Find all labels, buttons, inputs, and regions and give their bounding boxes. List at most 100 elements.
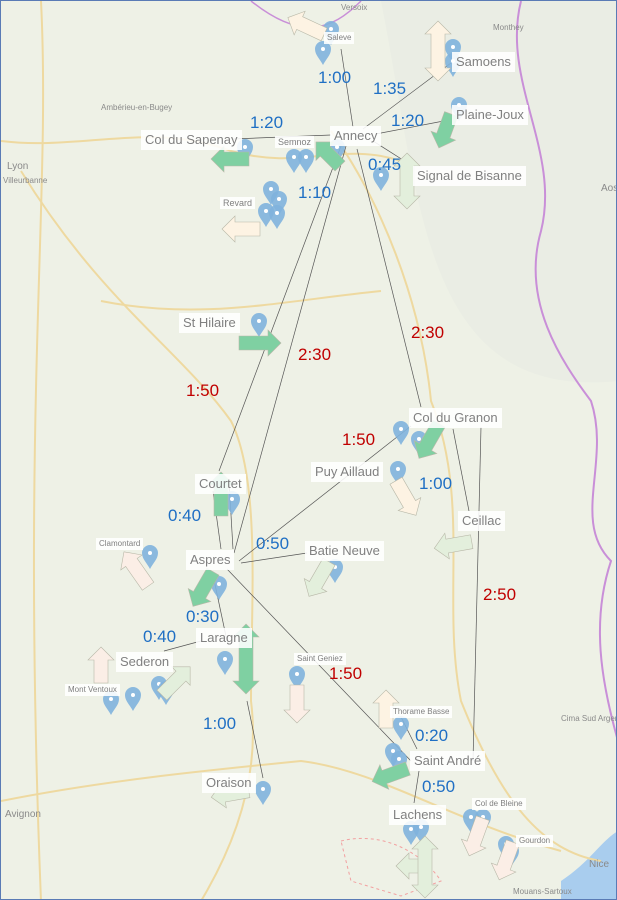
wind-arrow-icon [424,20,452,82]
map-pin-dot [409,827,413,831]
map-pin-dot [261,787,265,791]
time-label: 1:20 [391,111,425,130]
map-pin-icon [269,205,285,229]
map-pin-icon [263,181,279,205]
time-label: 1:50 [329,664,363,683]
site-label-aspres[interactable]: Aspres [186,550,235,570]
map-pin-dot [379,173,383,177]
site-label-revard[interactable]: Revard [220,197,256,209]
map-pin-dot [269,187,273,191]
route-line [240,552,308,564]
time-label: 2:30 [411,323,445,342]
site-label-col-du-granon[interactable]: Col du Granon [409,408,502,428]
wind-arrow-icon [238,329,282,357]
map-pin-icon [298,149,314,173]
site-label-st-hilaire[interactable]: St Hilaire [179,313,240,333]
site-label-saleve[interactable]: Saleve [324,32,355,44]
wind-arrow-icon [303,557,336,597]
time-label: 1:50 [342,430,376,449]
wind-arrow-icon [372,689,400,729]
route-line [452,428,470,512]
map-pin-dot [223,657,227,661]
road [32,1,45,899]
map-pin-dot [451,45,455,49]
route-line [472,426,482,762]
restricted-zone [340,837,442,897]
site-label-gourdon[interactable]: Gourdon [516,835,554,847]
map-pin-icon [463,809,479,833]
map-pin-icon [413,819,429,843]
site-label-mont-ventoux[interactable]: Mont Ventoux [65,684,120,696]
map-pin-icon [315,41,331,65]
time-label: 1:00 [318,68,352,87]
town-label: Lyon [7,161,29,172]
map-pin-dot [230,497,234,501]
map-pin-icon [142,545,158,569]
site-label-saint-geniez[interactable]: Saint Geniez [294,653,346,665]
wind-arrow-icon [411,835,439,899]
site-label-clamontard[interactable]: Clamontard [96,538,144,550]
site-label-oraison[interactable]: Oraison [202,773,256,793]
map-pin-dot [292,155,296,159]
map-pin-dot [321,47,325,51]
border-line [516,1,616,738]
map-pin-dot [469,815,473,819]
site-label-samoens[interactable]: Samoens [452,52,515,72]
time-label: 0:50 [422,777,456,796]
map-pin-dot [131,693,135,697]
route-line [233,145,347,554]
wind-arrow-icon [460,815,490,857]
sea [561,832,616,899]
map-pin-icon [393,716,409,740]
map-pin-icon [255,781,271,805]
map-pin-dot [335,145,339,149]
map-pin-icon [391,751,407,775]
time-label: 1:00 [203,714,237,733]
map-pin-icon [393,421,409,445]
site-label-plaine-joux[interactable]: Plaine-Joux [452,105,528,125]
site-label-sederon[interactable]: Sederon [116,652,174,672]
route-line [218,145,342,472]
town-label: Monthey [493,23,524,32]
route-line [356,148,422,408]
map-pin-dot [275,211,279,215]
map-pin-dot [148,551,152,555]
time-label: 1:20 [250,113,284,132]
site-label-puy-aillaud[interactable]: Puy Aillaud [311,462,384,482]
site-label-signal-de-bisanne[interactable]: Signal de Bisanne [413,166,526,186]
site-label-saint-andre[interactable]: Saint André [410,751,486,771]
site-label-col-de-bleine[interactable]: Col de Bleine [472,798,526,810]
map-pin-dot [304,155,308,159]
site-label-batie-neuve[interactable]: Batie Neuve [305,541,384,561]
wind-arrow-icon [187,567,220,607]
time-label: 1:35 [373,79,407,98]
site-label-thorame-basse[interactable]: Thorame Basse [390,706,453,718]
site-label-laragne[interactable]: Laragne [196,628,252,648]
wind-arrow-icon [120,551,155,591]
site-label-col-du-sapenay[interactable]: Col du Sapenay [141,130,242,150]
map-pin-icon [390,461,406,485]
site-label-lachens[interactable]: Lachens [389,805,447,825]
wind-arrow-icon [87,646,115,684]
site-label-courtet[interactable]: Courtet [195,474,246,494]
map-pin-dot [399,722,403,726]
map-pin-dot [419,825,423,829]
town-label: Versoix [341,3,368,12]
site-label-annecy[interactable]: Annecy [330,126,382,146]
route-line [226,568,412,762]
time-label: 0:40 [143,627,177,646]
site-label-semnoz[interactable]: Semnoz [275,136,315,148]
map-pin-dot [243,145,247,149]
map-pin-icon [103,691,119,715]
map-pin-dot [257,319,261,323]
site-label-ceillac[interactable]: Ceillac [458,511,506,531]
route-line [163,640,202,652]
route-line [340,48,354,128]
map-pin-dot [329,27,333,31]
road [100,290,382,311]
map-pin-dot [399,427,403,431]
wind-arrow-icon [490,839,520,881]
map-pin-icon [373,167,389,191]
map-pin-icon [258,203,274,227]
